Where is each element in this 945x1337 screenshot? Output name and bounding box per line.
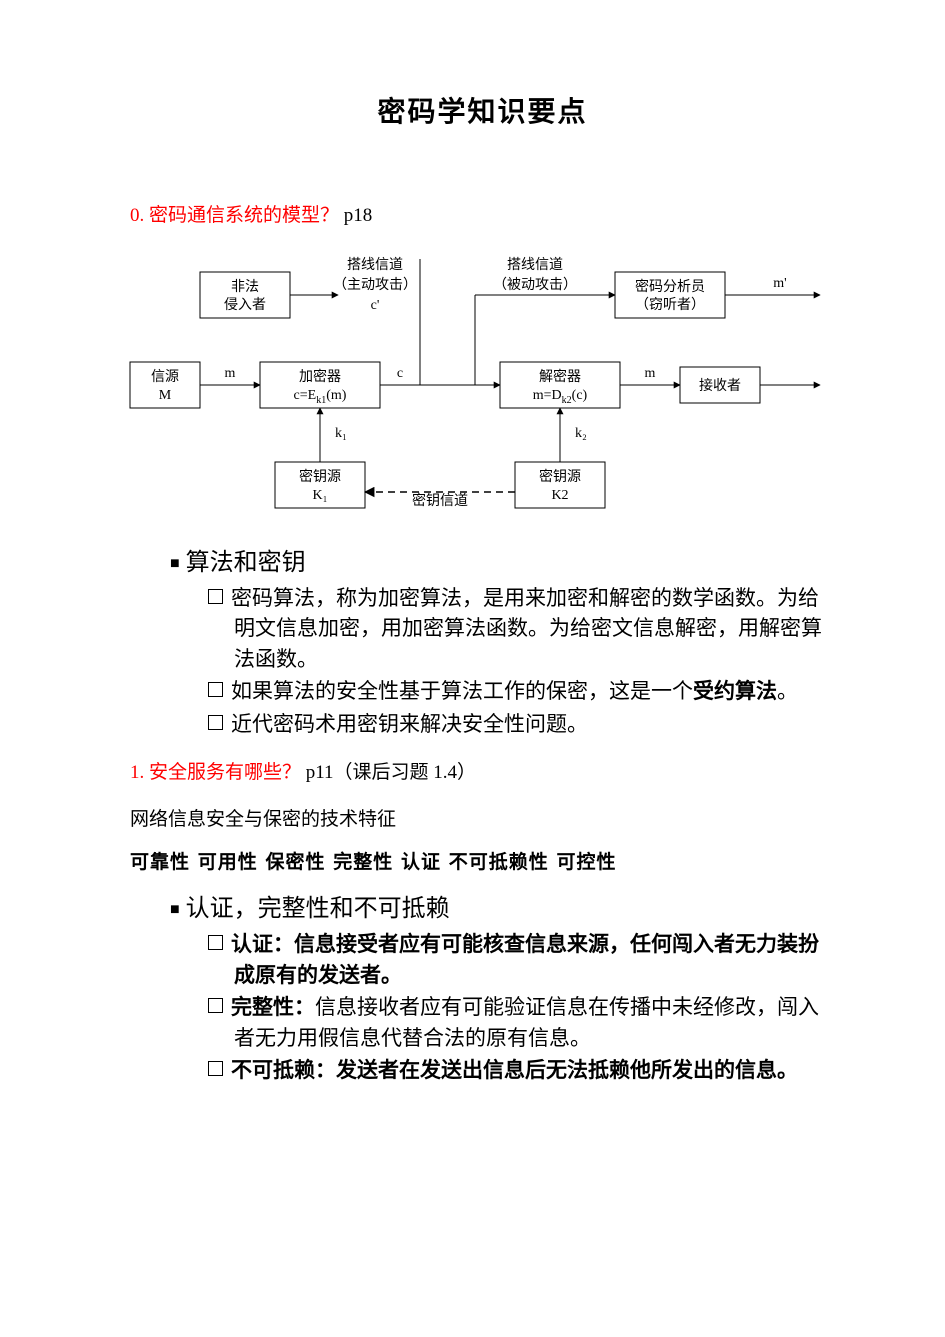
question-1: 1. 安全服务有哪些？ p11（课后习题 1.4） xyxy=(130,757,835,784)
node-receiver: 接收者 xyxy=(699,377,741,394)
sec1-heading-text: 算法和密钥 xyxy=(186,550,306,576)
sec1-item-3-text: 近代密码术用密钥来解决安全性问题。 xyxy=(231,712,588,736)
node-decrypt-l2: m=Dk2(c) xyxy=(533,388,588,406)
sec2-item-2: 完整性：信息接收者应有可能验证信息在传播中未经修改，闯入者无力用假信息代替合法的… xyxy=(208,992,835,1053)
open-square-icon xyxy=(208,935,223,950)
node-passive-l1: 搭线信道 xyxy=(507,257,563,273)
q0-text: 密码通信系统的模型？ xyxy=(149,205,339,226)
tech-features-intro: 网络信息安全与保密的技术特征 xyxy=(130,804,835,831)
document-page: 密码学知识要点 0. 密码通信系统的模型？ p18 非法 侵入者 搭线信道 （主… xyxy=(0,0,945,1337)
node-source-l2: M xyxy=(159,388,172,403)
sec1-item-1: 密码算法，称为加密算法，是用来加密和解密的数学函数。为给明文信息加密，用加密算法… xyxy=(208,583,835,674)
node-analyst-l2: （窃听者） xyxy=(635,297,705,313)
edge-k2: k₂ xyxy=(575,426,587,441)
diagram-svg: 非法 侵入者 搭线信道 （主动攻击） c' 搭线信道 （被动攻击） 密码分析员 … xyxy=(120,247,840,527)
q0-num: 0. xyxy=(130,205,144,226)
node-key1-l1: 密钥源 xyxy=(299,468,341,485)
node-active-l1: 搭线信道 xyxy=(347,257,403,273)
edge-m1: m xyxy=(225,366,236,381)
open-square-icon xyxy=(208,998,223,1013)
node-intruder-l2: 侵入者 xyxy=(224,296,266,313)
sec1-heading: ■ 算法和密钥 xyxy=(170,542,835,577)
edge-keychan: 密钥信道 xyxy=(412,492,468,509)
open-square-icon xyxy=(208,589,223,604)
node-source-l1: 信源 xyxy=(151,369,179,385)
node-active-l2: （主动攻击） xyxy=(333,277,417,293)
section-auth-integrity: ■ 认证，完整性和不可抵赖 认证：信息接受者应有可能核查信息来源，任何闯入者无力装… xyxy=(170,888,835,1085)
sec2-heading-text: 认证，完整性和不可抵赖 xyxy=(186,896,450,922)
edge-mprime: m' xyxy=(773,276,786,291)
open-square-icon xyxy=(208,1061,223,1076)
sec1-item-2-bold: 受约算法 xyxy=(693,679,777,703)
section-algorithm-key: ■ 算法和密钥 密码算法，称为加密算法，是用来加密和解密的数学函数。为给明文信息加… xyxy=(170,542,835,739)
sec2-item-1: 认证：信息接受者应有可能核查信息来源，任何闯入者无力装扮成原有的发送者。 xyxy=(208,929,835,990)
q1-text: 安全服务有哪些？ xyxy=(149,762,301,783)
crypto-model-diagram: 非法 侵入者 搭线信道 （主动攻击） c' 搭线信道 （被动攻击） 密码分析员 … xyxy=(120,247,835,532)
node-key1-l2: K₁ xyxy=(313,488,328,503)
edge-k1: k₁ xyxy=(335,426,347,441)
q1-num: 1. xyxy=(130,762,144,783)
sec2-item-1-label: 认证： xyxy=(231,932,294,956)
node-encrypt-l2: c=Ek1(m) xyxy=(294,388,347,406)
sec1-item-2-pre: 如果算法的安全性基于算法工作的保密，这是一个 xyxy=(231,679,693,703)
sec2-item-3: 不可抵赖：发送者在发送出信息后无法抵赖他所发出的信息。 xyxy=(208,1055,835,1085)
question-0: 0. 密码通信系统的模型？ p18 xyxy=(130,200,835,227)
sec2-item-1-body: 信息接受者应有可能核查信息来源，任何闯入者无力装扮成原有的发送者。 xyxy=(234,932,819,986)
sec2-item-2-label: 完整性： xyxy=(231,995,315,1019)
open-square-icon xyxy=(208,682,223,697)
node-key2-l1: 密钥源 xyxy=(539,468,581,485)
edge-c: c xyxy=(397,366,403,381)
node-intruder-l1: 非法 xyxy=(231,279,259,295)
sec1-item-3: 近代密码术用密钥来解决安全性问题。 xyxy=(208,709,835,739)
sec2-item-2-body: 信息接收者应有可能验证信息在传播中未经修改，闯入者无力用假信息代替合法的原有信息… xyxy=(234,995,819,1049)
node-analyst-l1: 密码分析员 xyxy=(635,278,705,295)
edge-m2: m xyxy=(645,366,656,381)
open-square-icon xyxy=(208,715,223,730)
filled-square-icon: ■ xyxy=(170,901,180,918)
q0-ref: p18 xyxy=(344,205,373,226)
sec1-item-2-post: 。 xyxy=(777,679,798,703)
sec1-item-1-text: 密码算法，称为加密算法，是用来加密和解密的数学函数。为给明文信息加密，用加密算法… xyxy=(231,586,822,671)
sec2-heading: ■ 认证，完整性和不可抵赖 xyxy=(170,888,835,923)
node-passive-l2: （被动攻击） xyxy=(493,277,577,293)
page-title: 密码学知识要点 xyxy=(130,90,835,130)
sec2-item-3-text: 不可抵赖：发送者在发送出信息后无法抵赖他所发出的信息。 xyxy=(231,1058,798,1082)
sec1-item-2: 如果算法的安全性基于算法工作的保密，这是一个受约算法。 xyxy=(208,676,835,706)
node-decrypt-l1: 解密器 xyxy=(539,368,581,385)
node-key2-l2: K2 xyxy=(551,488,568,503)
features-list: 可靠性 可用性 保密性 完整性 认证 不可抵赖性 可控性 xyxy=(130,847,835,874)
node-encrypt-l1: 加密器 xyxy=(299,368,341,385)
node-active-l3: c' xyxy=(371,298,380,313)
filled-square-icon: ■ xyxy=(170,555,180,572)
q1-ref: p11（课后习题 1.4） xyxy=(306,762,476,783)
